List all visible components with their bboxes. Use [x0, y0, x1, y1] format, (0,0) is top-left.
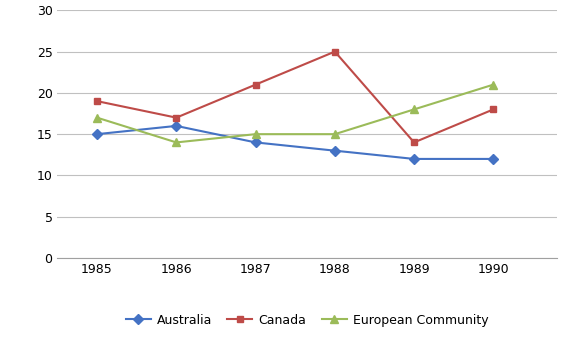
European Community [94, 116, 100, 120]
Canada [410, 140, 417, 144]
Line: Australia: Australia [94, 122, 497, 162]
Line: Canada: Canada [94, 48, 497, 146]
Australia [173, 124, 180, 128]
Canada [94, 99, 100, 103]
European Community [410, 107, 417, 111]
European Community [331, 132, 338, 136]
Australia [331, 149, 338, 153]
European Community [490, 83, 497, 87]
European Community [252, 132, 259, 136]
Australia [252, 140, 259, 144]
Canada [490, 107, 497, 111]
Australia [94, 132, 100, 136]
Canada [173, 116, 180, 120]
Australia [490, 157, 497, 161]
Canada [331, 50, 338, 54]
Legend: Australia, Canada, European Community: Australia, Canada, European Community [121, 309, 494, 332]
Line: European Community: European Community [93, 80, 498, 147]
Canada [252, 83, 259, 87]
European Community [173, 140, 180, 144]
Australia [410, 157, 417, 161]
